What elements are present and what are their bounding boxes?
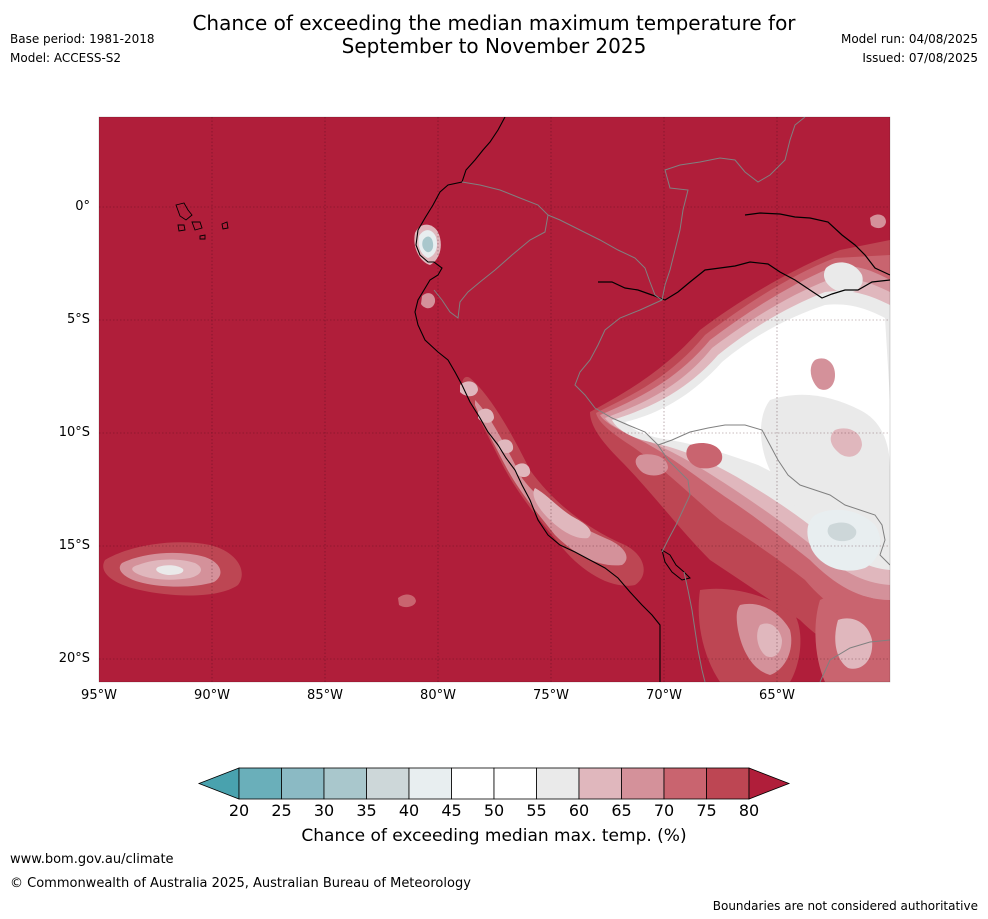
coastline <box>414 117 661 682</box>
coastal-band-75 <box>462 376 644 586</box>
longitude-label: 65°W <box>759 688 795 703</box>
colorbar-tick-label: 35 <box>356 801 377 820</box>
model-text: Model: ACCESS-S2 <box>10 51 122 65</box>
colorbar-bin <box>408 767 452 800</box>
colorbar-tick-label: 60 <box>568 801 590 820</box>
south-east-patch-60 <box>835 618 873 669</box>
colorbar-tick-label: 75 <box>696 801 717 820</box>
colorbar-tick-label: 30 <box>313 801 335 820</box>
colorbar-tick-label: 45 <box>441 801 462 820</box>
colorbar-bin <box>493 767 537 800</box>
colorbar-bin <box>621 767 665 800</box>
disclaimer-text: Boundaries are not considered authoritat… <box>712 899 978 913</box>
colorbar-label: Chance of exceeding median max. temp. (%… <box>301 826 687 846</box>
north-east-patch-2 <box>823 262 863 294</box>
title-line-2: September to November 2025 <box>341 34 647 58</box>
longitude-label: 80°W <box>420 688 456 703</box>
country-borders <box>433 117 890 682</box>
colorbar-tick-label: 40 <box>398 801 420 820</box>
map-gridlines <box>99 117 890 682</box>
galapagos-islands <box>175 202 229 240</box>
website-link[interactable]: www.bom.gov.au/climate <box>10 852 174 867</box>
colorbar-bin <box>536 767 580 800</box>
probability-contours <box>103 214 890 682</box>
colorbar-tick-label: 80 <box>738 801 760 820</box>
amazon-river <box>598 261 890 301</box>
colorbar-extend-low <box>197 767 240 800</box>
longitude-label: 85°W <box>307 688 343 703</box>
colorbar-bin <box>663 767 707 800</box>
header-meta-right: Model run: 04/08/2025 Issued: 07/08/2025 <box>841 31 978 69</box>
latitude-label: 10°S <box>58 425 90 440</box>
colorbar-tick-label: 70 <box>653 801 675 820</box>
contour-40-patch <box>827 522 857 542</box>
colorbar-tick-label: 50 <box>483 801 505 820</box>
longitude-label: 70°W <box>646 688 682 703</box>
ecuador-cool-spot-inner <box>422 236 434 253</box>
titicaca-lake <box>661 548 691 581</box>
longitude-label: 90°W <box>194 688 230 703</box>
ocean-patch-55 <box>156 565 184 575</box>
colorbar-bin <box>451 767 495 800</box>
contour-65-pocket-d <box>635 454 668 476</box>
coastal-spot-a <box>460 381 478 397</box>
coastal-spot-b <box>478 408 494 423</box>
bolivia-patch-60 <box>757 623 782 658</box>
colorbar-bin <box>238 767 282 800</box>
peru-north-spot <box>421 293 436 309</box>
contour-70-pocket-a <box>686 443 723 469</box>
colorbar-tick-label: 25 <box>271 801 292 820</box>
coastal-spot-c <box>498 439 514 454</box>
colorbar-bin <box>281 767 325 800</box>
title-line-1: Chance of exceeding the median maximum t… <box>192 11 796 35</box>
base-period-text: Base period: 1981-2018 <box>10 32 155 46</box>
longitude-label: 75°W <box>533 688 569 703</box>
colorbar-bin <box>578 767 622 800</box>
contour-60-pocket-c <box>830 428 862 457</box>
longitude-label: 95°W <box>81 688 117 703</box>
latitude-label: 15°S <box>58 538 90 553</box>
north-coast <box>744 212 890 276</box>
colorbar-bin <box>706 767 750 800</box>
latitude-label: 5°S <box>66 312 90 327</box>
issued-text: Issued: 07/08/2025 <box>862 51 978 65</box>
coastal-band-65 <box>475 400 627 566</box>
north-east-patch <box>870 214 886 229</box>
colorbar-extend-high <box>748 767 791 800</box>
colorbar-tick-label: 20 <box>228 801 250 820</box>
colorbar-tick-label: 55 <box>526 801 547 820</box>
latitude-label: 20°S <box>58 651 90 666</box>
model-run-text: Model run: 04/08/2025 <box>840 32 978 46</box>
colorbar-bin <box>366 767 410 800</box>
colorbar-bin <box>323 767 367 800</box>
header-meta-left: Base period: 1981-2018 Model: ACCESS-S2 <box>10 31 155 69</box>
ocean-spot-south <box>398 594 416 608</box>
coastal-spot-d <box>515 463 531 478</box>
colorbar-tick-label: 65 <box>611 801 632 820</box>
latitude-label: 0° <box>75 199 90 214</box>
copyright-text: © Commonwealth of Australia 2025, Austra… <box>10 876 471 891</box>
colorbar <box>197 767 791 800</box>
contour-65-pocket-b <box>810 358 835 390</box>
page-title: Chance of exceeding the median maximum t… <box>0 12 988 58</box>
coastal-band-60 <box>533 488 591 539</box>
